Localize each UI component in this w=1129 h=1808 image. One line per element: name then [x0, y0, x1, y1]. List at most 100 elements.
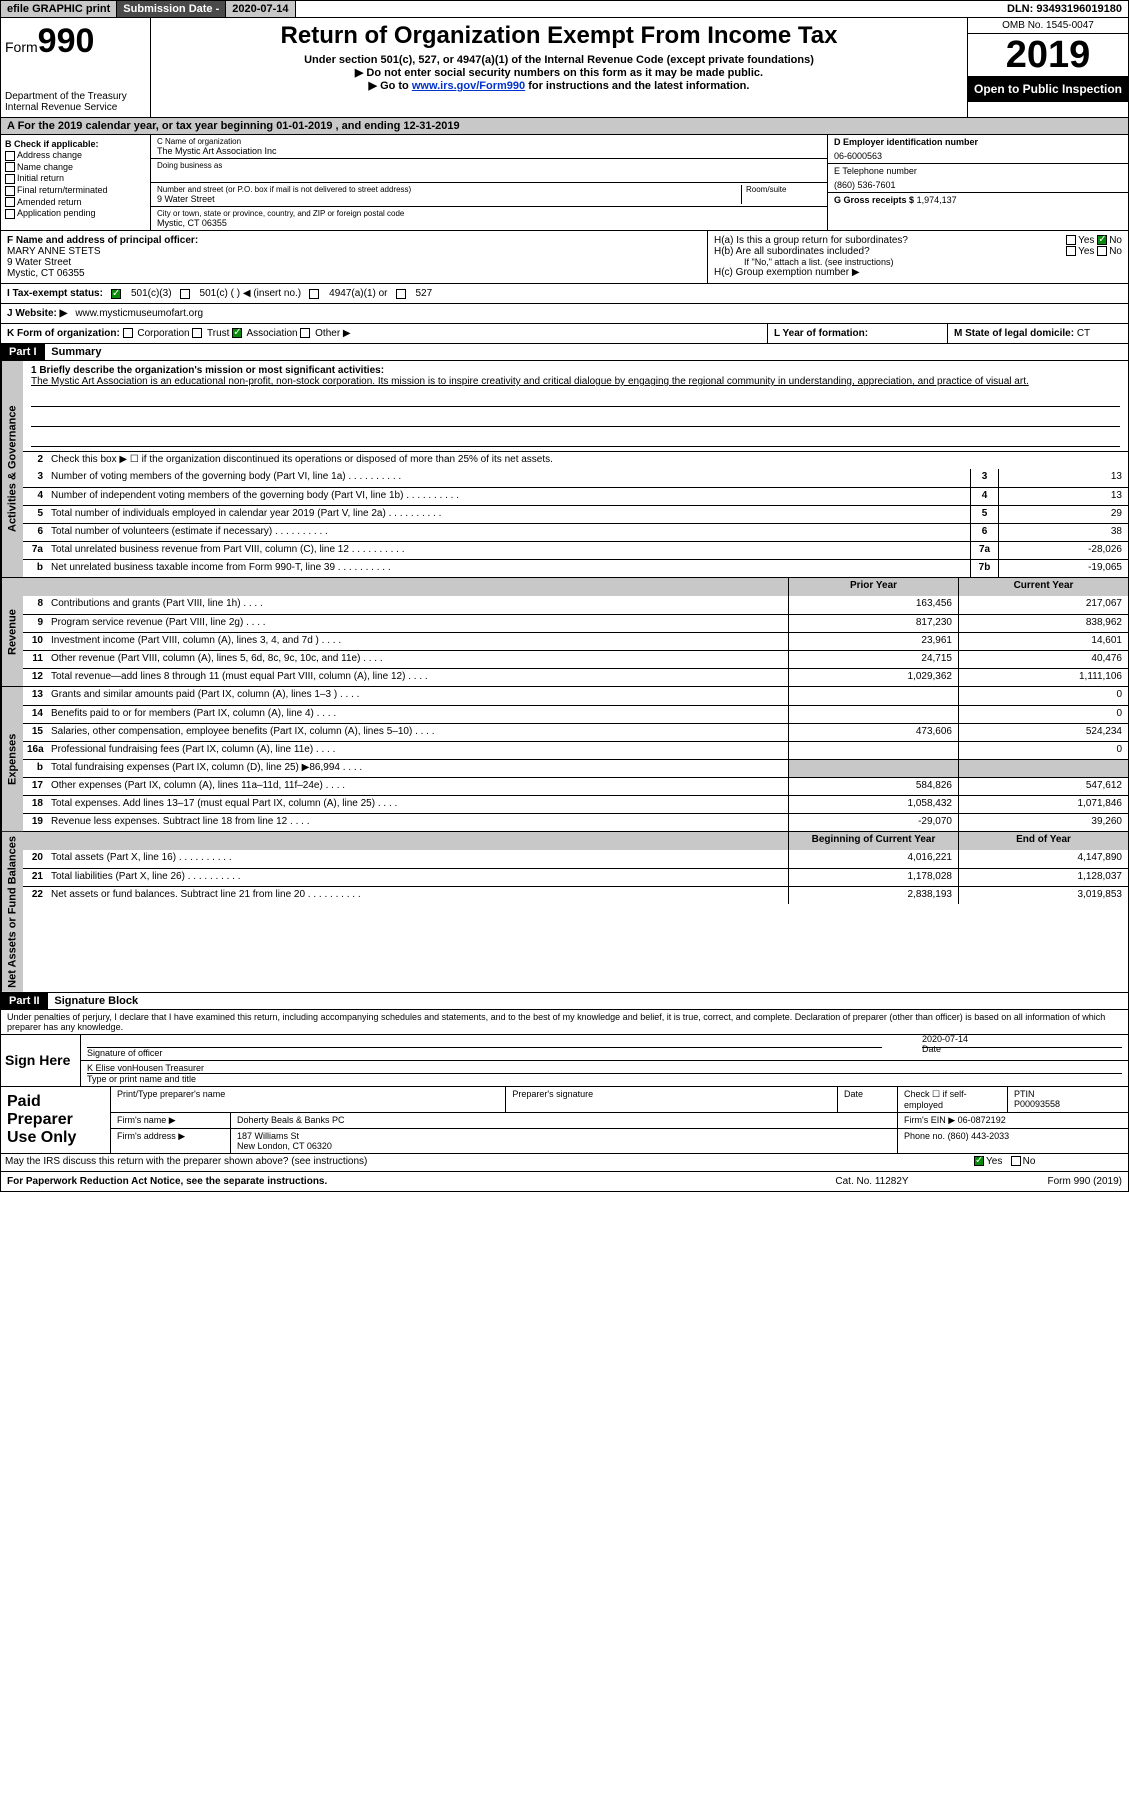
- prep-sig-hdr: Preparer's signature: [506, 1087, 838, 1112]
- chk-pending[interactable]: Application pending: [5, 208, 146, 219]
- gov-line: 3Number of voting members of the governi…: [23, 469, 1128, 487]
- gov-line: 5Total number of individuals employed in…: [23, 505, 1128, 523]
- k-label: K Form of organization:: [7, 328, 120, 339]
- prep-name-hdr: Print/Type preparer's name: [111, 1087, 506, 1112]
- officer-label: F Name and address of principal officer:: [7, 235, 701, 246]
- chk-trust[interactable]: [192, 328, 202, 338]
- ptin-label: PTIN: [1014, 1089, 1122, 1099]
- rev-line: 9Program service revenue (Part VIII, lin…: [23, 614, 1128, 632]
- discuss-no[interactable]: [1011, 1156, 1021, 1166]
- header: Form990 Department of the Treasury Inter…: [1, 18, 1128, 118]
- opt-4947: 4947(a)(1) or: [329, 288, 387, 299]
- part2-header: Part II Signature Block: [1, 993, 1128, 1010]
- top-grid: B Check if applicable: Address change Na…: [1, 135, 1128, 231]
- box-f: F Name and address of principal officer:…: [1, 231, 708, 283]
- rev-line: 12Total revenue—add lines 8 through 11 (…: [23, 668, 1128, 686]
- officer-addr1: 9 Water Street: [7, 257, 701, 268]
- revenue-section: Revenue Prior YearCurrent Year 8Contribu…: [1, 578, 1128, 687]
- sig-date-label: Date: [922, 1044, 941, 1054]
- gov-line: 7aTotal unrelated business revenue from …: [23, 541, 1128, 559]
- net-line: 22Net assets or fund balances. Subtract …: [23, 886, 1128, 904]
- room-label: Room/suite: [741, 185, 821, 204]
- firm-name: Doherty Beals & Banks PC: [231, 1113, 898, 1128]
- mid-grid: F Name and address of principal officer:…: [1, 231, 1128, 284]
- org-city: Mystic, CT 06355: [157, 218, 821, 228]
- header-right: OMB No. 1545-0047 2019 Open to Public In…: [968, 18, 1128, 117]
- chk-amended[interactable]: Amended return: [5, 197, 146, 208]
- preparer-label: Paid Preparer Use Only: [1, 1087, 111, 1153]
- dln: DLN: 93493196019180: [1001, 1, 1128, 17]
- opt-corp: Corporation: [137, 328, 189, 339]
- open-public: Open to Public Inspection: [968, 76, 1128, 102]
- omb-number: OMB No. 1545-0047: [968, 18, 1128, 34]
- efile-label[interactable]: efile GRAPHIC print: [1, 1, 117, 17]
- officer-addr2: Mystic, CT 06355: [7, 268, 701, 279]
- opt-trust: Trust: [207, 328, 229, 339]
- chk-501c3[interactable]: [111, 289, 121, 299]
- sig-name-label: Type or print name and title: [87, 1074, 196, 1084]
- sig-name: K Elise vonHousen Treasurer: [87, 1063, 1122, 1074]
- subtitle-3: ▶ Go to www.irs.gov/Form990 for instruct…: [159, 79, 959, 92]
- chk-527[interactable]: [396, 289, 406, 299]
- subtitle-1: Under section 501(c), 527, or 4947(a)(1)…: [159, 54, 959, 66]
- chk-initial[interactable]: Initial return: [5, 173, 146, 184]
- prep-self-hdr: Check ☐ if self-employed: [898, 1087, 1008, 1112]
- line1-label: 1 Briefly describe the organization's mi…: [31, 365, 1120, 376]
- vtab-netassets: Net Assets or Fund Balances: [1, 832, 23, 992]
- chk-assoc[interactable]: [232, 328, 242, 338]
- preparer-fields: Print/Type preparer's name Preparer's si…: [111, 1087, 1128, 1153]
- sign-here-label: Sign Here: [1, 1035, 81, 1086]
- website-label: J Website: ▶: [7, 308, 67, 319]
- dept-treasury: Department of the Treasury Internal Reve…: [5, 91, 146, 113]
- opt-527: 527: [416, 288, 433, 299]
- chk-address[interactable]: Address change: [5, 150, 146, 161]
- sig-date: 2020-07-14: [922, 1034, 1122, 1044]
- firm-addr: 187 Williams St: [237, 1131, 891, 1141]
- irs-link[interactable]: www.irs.gov/Form990: [412, 80, 525, 92]
- chk-final[interactable]: Final return/terminated: [5, 185, 146, 196]
- sig-officer-label: Signature of officer: [87, 1048, 162, 1058]
- prep-date-hdr: Date: [838, 1087, 898, 1112]
- rev-line: 10Investment income (Part VIII, column (…: [23, 632, 1128, 650]
- chk-name[interactable]: Name change: [5, 162, 146, 173]
- name-label: C Name of organization: [157, 137, 821, 146]
- tax-status-row: I Tax-exempt status: 501(c)(3) 501(c) ( …: [1, 284, 1128, 304]
- chk-other[interactable]: [300, 328, 310, 338]
- discuss-text: May the IRS discuss this return with the…: [1, 1154, 968, 1171]
- firm-ein: 06-0872192: [958, 1115, 1006, 1125]
- tax-year: 2019: [968, 34, 1128, 76]
- discuss-yes[interactable]: [974, 1156, 984, 1166]
- vtab-expenses: Expenses: [1, 687, 23, 831]
- col-cg: C Name of organizationThe Mystic Art Ass…: [151, 135, 1128, 230]
- form-prefix: Form: [5, 39, 38, 55]
- exp-line: 14Benefits paid to or for members (Part …: [23, 705, 1128, 723]
- line2-text: Check this box ▶ ☐ if the organization d…: [47, 452, 1128, 469]
- ein-label: D Employer identification number: [834, 137, 1122, 147]
- tax-label: I Tax-exempt status:: [7, 288, 103, 299]
- expenses-section: Expenses 13Grants and similar amounts pa…: [1, 687, 1128, 832]
- current-year-hdr: Current Year: [958, 578, 1128, 596]
- col-dg: D Employer identification number06-60005…: [828, 135, 1128, 230]
- exp-line: bTotal fundraising expenses (Part IX, co…: [23, 759, 1128, 777]
- footer-mid: Cat. No. 11282Y: [772, 1176, 972, 1187]
- gov-line: 4Number of independent voting members of…: [23, 487, 1128, 505]
- firm-phone: (860) 443-2033: [948, 1131, 1010, 1141]
- footer-right: Form 990 (2019): [972, 1176, 1122, 1187]
- box-b-label: B Check if applicable:: [5, 139, 146, 149]
- exp-line: 13Grants and similar amounts paid (Part …: [23, 687, 1128, 705]
- hb-note: If "No," attach a list. (see instruction…: [714, 257, 1122, 267]
- footer: For Paperwork Reduction Act Notice, see …: [1, 1171, 1128, 1191]
- exp-line: 15Salaries, other compensation, employee…: [23, 723, 1128, 741]
- firm-name-label: Firm's name ▶: [111, 1113, 231, 1128]
- chk-4947[interactable]: [309, 289, 319, 299]
- chk-corp[interactable]: [123, 328, 133, 338]
- chk-501c[interactable]: [180, 289, 190, 299]
- l-label: L Year of formation:: [774, 328, 868, 339]
- ha-label: H(a) Is this a group return for subordin…: [714, 235, 908, 246]
- box-b: B Check if applicable: Address change Na…: [1, 135, 151, 230]
- box-h: H(a) Is this a group return for subordin…: [708, 231, 1128, 283]
- ptin-value: P00093558: [1014, 1099, 1122, 1109]
- declaration-text: Under penalties of perjury, I declare th…: [1, 1010, 1128, 1034]
- gross-value: 1,974,137: [917, 195, 957, 205]
- exp-line: 19Revenue less expenses. Subtract line 1…: [23, 813, 1128, 831]
